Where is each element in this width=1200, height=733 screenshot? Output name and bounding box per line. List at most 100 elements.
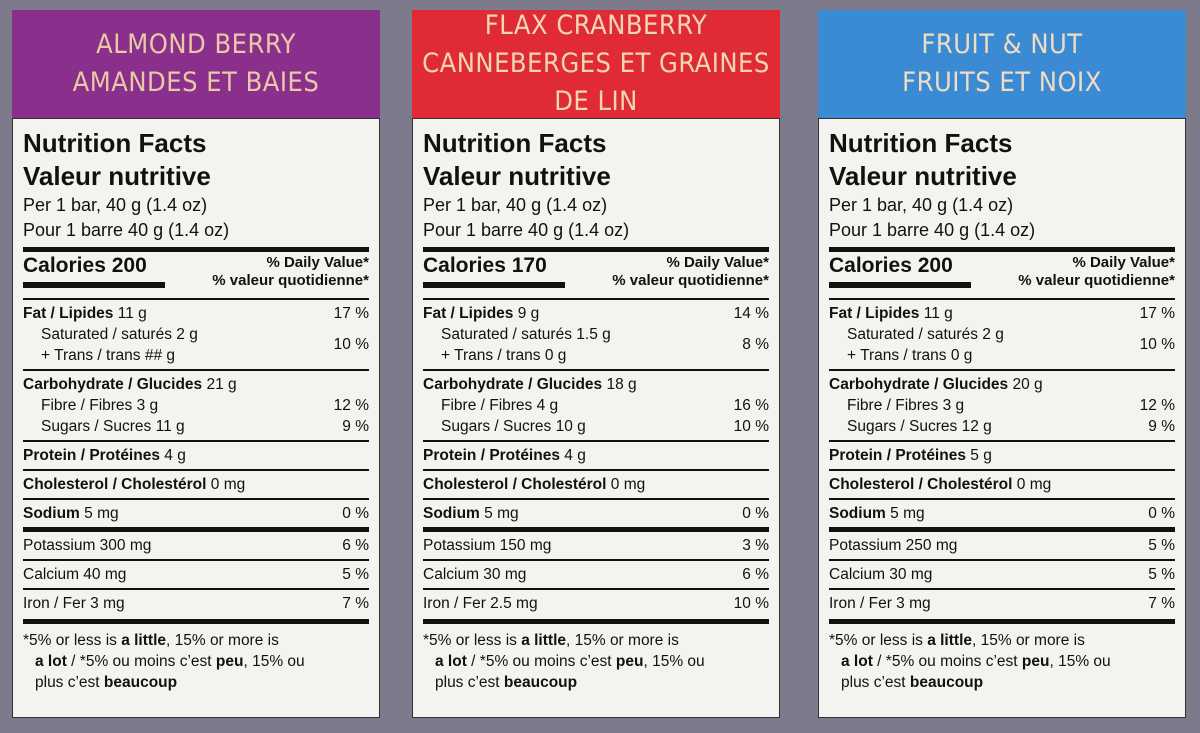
fat-dv: 17 % (1139, 305, 1175, 322)
divider (23, 247, 369, 252)
calcium-row: Calcium 30 mg 6 % (423, 564, 769, 585)
potassium-label: Potassium 300 mg (23, 537, 152, 554)
calcium-section: Calcium 30 mg 6 % (423, 559, 769, 588)
carb-label: Carbohydrate / Glucides (23, 376, 203, 393)
iron-row: Iron / Fer 2.5 mg 10 % (423, 593, 769, 614)
flavor-name-fr: AMANDES ET BAIES (72, 67, 320, 98)
fibre-dv: 12 % (333, 397, 369, 414)
saturated-row: Saturated / saturés 2 g (23, 324, 198, 345)
sodium-dv: 0 % (1148, 505, 1175, 522)
nutrition-facts-label: Nutrition Facts Valeur nutritive Per 1 b… (12, 118, 380, 718)
sugars-amount: 10 g (555, 418, 586, 435)
calories: Calories 200 (23, 254, 147, 277)
protein-section: Protein / Protéines 5 g (829, 440, 1175, 469)
sugars-amount: 11 g (155, 418, 185, 435)
footnote-text: , 15% or more is (166, 632, 279, 649)
potassium-dv: 3 % (742, 537, 769, 554)
carb-amount: 20 g (1012, 376, 1043, 393)
protein-section: Protein / Protéines 4 g (423, 440, 769, 469)
fibre-dv: 12 % (1139, 397, 1175, 414)
sodium-section: Sodium 5 mg 0 % (23, 498, 369, 527)
daily-value-en: % Daily Value* (1072, 254, 1175, 271)
fat-section: Fat / Lipides 11 g 17 % Saturated / satu… (829, 298, 1175, 369)
calcium-dv: 5 % (342, 566, 369, 583)
fat-section: Fat / Lipides 11 g 17 % Saturated / satu… (23, 298, 369, 369)
fibre-label: Fibre / Fibres (41, 397, 133, 414)
potassium-row: Potassium 250 mg 5 % (829, 535, 1175, 556)
protein-amount: 5 g (970, 447, 992, 464)
cholesterol-section: Cholesterol / Cholestérol 0 mg (423, 469, 769, 498)
sat-trans-dv: 10 % (333, 336, 369, 353)
daily-value-en: % Daily Value* (266, 254, 369, 271)
fibre-row: Fibre / Fibres 3 g 12 % (23, 395, 369, 416)
flavor-panel: ALMOND BERRY AMANDES ET BAIES Nutrition … (12, 10, 380, 718)
flavor-banner: FRUIT & NUT FRUITS ET NOIX (818, 10, 1186, 118)
footnote-line-1: *5% or less is a little, 15% or more is (829, 630, 1175, 651)
iron-section: Iron / Fer 3 mg 7 % (829, 588, 1175, 617)
calcium-label: Calcium 30 mg (423, 566, 527, 583)
potassium-section: Potassium 300 mg 6 % (23, 527, 369, 559)
potassium-label: Potassium 150 mg (423, 537, 552, 554)
daily-value-header: % Daily Value* % valeur quotidienne* (212, 254, 369, 290)
fat-row: Fat / Lipides 11 g 17 % (829, 303, 1175, 324)
protein-label: Protein / Protéines (23, 447, 160, 464)
calories-underline (23, 282, 165, 288)
protein-label: Protein / Protéines (829, 447, 966, 464)
footnote-line-3: plus c’est beaucoup (829, 672, 1175, 693)
title-en: Nutrition Facts (423, 128, 607, 158)
flavor-name-en: FRUIT & NUT (921, 29, 1083, 60)
daily-value-fr: % valeur quotidienne* (1018, 272, 1175, 289)
iron-section: Iron / Fer 3 mg 7 % (23, 588, 369, 617)
iron-label: Iron / Fer 2.5 mg (423, 595, 538, 612)
footnote-text: , 15% or more is (972, 632, 1085, 649)
fibre-label: Fibre / Fibres (847, 397, 939, 414)
footnote-bold: a little (121, 632, 166, 649)
iron-label: Iron / Fer 3 mg (23, 595, 125, 612)
iron-section: Iron / Fer 2.5 mg 10 % (423, 588, 769, 617)
carb-amount: 18 g (606, 376, 637, 393)
protein-row: Protein / Protéines 5 g (829, 445, 1175, 466)
sugars-label: Sugars / Sucres (847, 418, 958, 435)
cholesterol-label: Cholesterol / Cholestérol (23, 476, 207, 493)
cholesterol-row: Cholesterol / Cholestérol 0 mg (423, 474, 769, 495)
saturated-label: Saturated / saturés (441, 326, 572, 343)
footnote-text: *5% or less is (423, 632, 522, 649)
trans-row: + Trans / trans 0 g (423, 345, 611, 366)
sat-trans-group: Saturated / saturés 1.5 g + Trans / tran… (423, 324, 769, 366)
serving-size-fr: Pour 1 barre 40 g (1.4 oz) (423, 220, 630, 240)
potassium-row: Potassium 300 mg 6 % (23, 535, 369, 556)
daily-value-en: % Daily Value* (666, 254, 769, 271)
saturated-amount: 2 g (176, 326, 198, 343)
calories: Calories 170 (423, 254, 547, 277)
footnote-bold: peu (615, 653, 644, 670)
daily-value-header: % Daily Value* % valeur quotidienne* (612, 254, 769, 290)
saturated-label: Saturated / saturés (847, 326, 978, 343)
footnote-line-2: a lot / *5% ou moins c’est peu, 15% ou (423, 651, 769, 672)
footnote-text: / *5% ou moins c’est (466, 653, 616, 670)
potassium-label: Potassium 250 mg (829, 537, 958, 554)
trans-amount: ## g (144, 347, 175, 364)
sodium-amount: 5 mg (84, 505, 119, 522)
fibre-amount: 3 g (942, 397, 965, 414)
footnote-bold: a lot (841, 653, 873, 670)
protein-amount: 4 g (564, 447, 586, 464)
sugars-label: Sugars / Sucres (41, 418, 152, 435)
protein-row: Protein / Protéines 4 g (23, 445, 369, 466)
footnote-text: , 15% ou (1049, 653, 1111, 670)
fat-row: Fat / Lipides 9 g 14 % (423, 303, 769, 324)
saturated-row: Saturated / saturés 1.5 g (423, 324, 611, 345)
footnote-bold: beaucoup (103, 674, 178, 691)
fibre-amount: 3 g (136, 397, 159, 414)
fat-amount: 11 g (923, 305, 953, 322)
footnote-bold: a little (521, 632, 566, 649)
flavor-name-fr: CANNEBERGES ET GRAINES DE LIN (422, 48, 770, 117)
footnote-text: plus c’est (35, 674, 104, 691)
sodium-dv: 0 % (342, 505, 369, 522)
flavor-banner: FLAX CRANBERRY CANNEBERGES ET GRAINES DE… (412, 10, 780, 118)
carb-section: Carbohydrate / Glucides 20 g Fibre / Fib… (829, 369, 1175, 440)
protein-amount: 4 g (164, 447, 186, 464)
calories-row: Calories 200 % Daily Value* % valeur quo… (829, 252, 1175, 298)
cholesterol-row: Cholesterol / Cholestérol 0 mg (23, 474, 369, 495)
footnote-bold: beaucoup (503, 674, 578, 691)
sodium-label: Sodium (829, 505, 886, 522)
